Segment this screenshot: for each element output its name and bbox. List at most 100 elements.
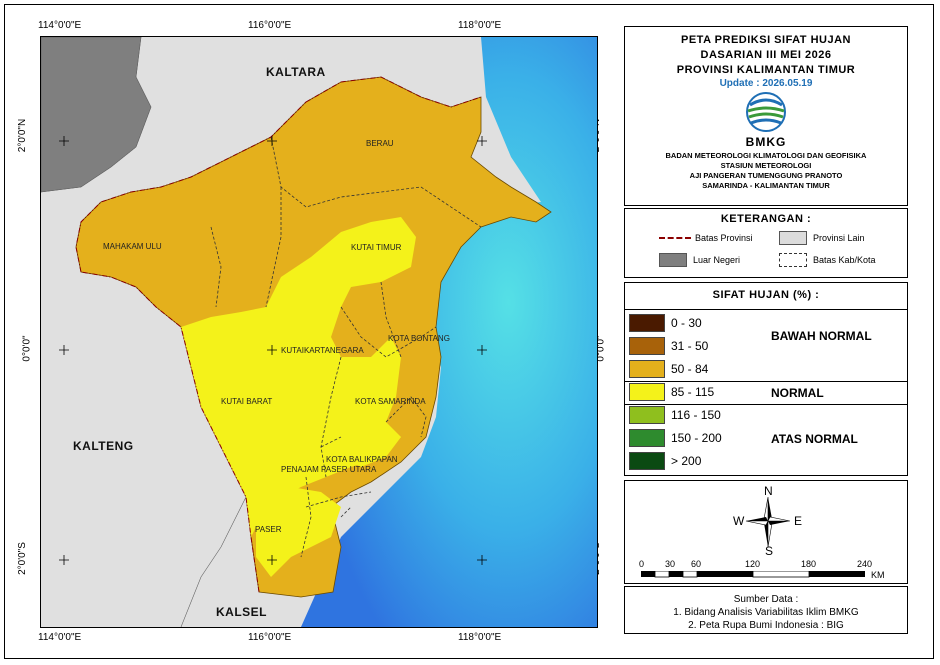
keterangan-title: KETERANGAN : bbox=[720, 213, 812, 225]
class-row-6: > 200 bbox=[629, 451, 701, 471]
scale-tick-240: 240 bbox=[857, 559, 873, 569]
label-kota-bontang: KOTA BONTANG bbox=[388, 334, 450, 343]
category-normal: NORMAL bbox=[771, 386, 824, 400]
class-row-5: 150 - 200 bbox=[629, 428, 722, 448]
label-kutai-timur: KUTAI TIMUR bbox=[351, 243, 402, 252]
category-bawah-normal: BAWAH NORMAL bbox=[771, 329, 872, 343]
label-kutai-kartanegara: KUTAIKARTANEGARA bbox=[281, 346, 364, 355]
institution-line1: BADAN METEOROLOGI KLIMATOLOGI DAN GEOFIS… bbox=[665, 151, 867, 160]
foreign-swatch bbox=[659, 253, 687, 267]
legend-luar-negeri: Luar Negeri bbox=[659, 253, 740, 267]
district-boundaries bbox=[210, 136, 482, 558]
normal-area-south bbox=[256, 487, 341, 577]
label-kaltara: KALTARA bbox=[266, 65, 326, 79]
compass-w: W bbox=[733, 514, 745, 528]
lon-label-top-2: 116°0'0"E bbox=[248, 20, 292, 31]
map-title-line2: DASARIAN III MEI 2026 bbox=[700, 49, 832, 61]
class-swatch-4 bbox=[629, 406, 665, 424]
lon-label-bottom-2: 116°0'0"E bbox=[248, 632, 292, 643]
update-date: Update : 2026.05.19 bbox=[719, 78, 813, 89]
source-title: Sumber Data : bbox=[733, 594, 799, 605]
class-row-0: 0 - 30 bbox=[629, 313, 702, 333]
class-row-3: 85 - 115 bbox=[629, 382, 714, 402]
normal-area-east bbox=[341, 427, 401, 467]
lon-label-bottom-3: 118°0'0"E bbox=[458, 632, 502, 643]
legend-keterangan-panel: KETERANGAN : Batas Provinsi Provinsi Lai… bbox=[624, 208, 908, 278]
label-berau: BERAU bbox=[366, 139, 394, 148]
compass-icon bbox=[745, 496, 791, 548]
scale-tick-0: 0 bbox=[639, 559, 645, 569]
legend-provinsi-lain-label: Provinsi Lain bbox=[813, 233, 865, 243]
class-label-4: 116 - 150 bbox=[671, 408, 721, 422]
source-line2: 2. Peta Rupa Bumi Indonesia : BIG bbox=[688, 620, 844, 631]
scale-bar bbox=[641, 571, 865, 578]
label-kalteng: KALTENG bbox=[73, 439, 134, 453]
lon-label-top-3: 118°0'0"E bbox=[458, 20, 502, 31]
legend-batas-provinsi-label: Batas Provinsi bbox=[695, 233, 753, 243]
label-penajam-paser-utara: PENAJAM PASER UTARA bbox=[281, 465, 377, 474]
scale-tick-60: 60 bbox=[691, 559, 702, 569]
class-label-6: > 200 bbox=[671, 454, 702, 468]
scale-unit: KM bbox=[871, 570, 885, 580]
class-row-2: 50 - 84 bbox=[629, 359, 708, 379]
lon-label-bottom-1: 114°0'0"E bbox=[38, 632, 82, 643]
province-line-symbol bbox=[659, 237, 691, 239]
compass-rose: N S W E bbox=[733, 484, 803, 558]
legend-luar-negeri-label: Luar Negeri bbox=[693, 255, 741, 265]
class-label-0: 0 - 30 bbox=[671, 316, 702, 330]
map-title-line1: PETA PREDIKSI SIFAT HUJAN bbox=[681, 34, 851, 46]
label-kota-samarinda: KOTA SAMARINDA bbox=[355, 397, 426, 406]
class-swatch-1 bbox=[629, 337, 665, 355]
lat-label-left-1: 2°0'0"N bbox=[17, 118, 29, 153]
legend-batas-provinsi: Batas Provinsi bbox=[659, 233, 753, 243]
compass-n: N bbox=[764, 484, 773, 498]
legend-sifat-hujan-panel: SIFAT HUJAN (%) : 0 - 30 31 - 50 50 - 84… bbox=[624, 282, 908, 476]
legend-provinsi-lain: Provinsi Lain bbox=[779, 231, 865, 245]
class-label-3: 85 - 115 bbox=[671, 385, 715, 399]
class-swatch-3 bbox=[629, 383, 665, 401]
source-line1: 1. Bidang Analisis Variabilitas Iklim BM… bbox=[673, 607, 859, 618]
class-swatch-2 bbox=[629, 360, 665, 378]
legend-batas-kab: Batas Kab/Kota bbox=[779, 253, 876, 267]
class-label-5: 150 - 200 bbox=[671, 431, 722, 445]
institution-line4: SAMARINDA - KALIMANTAN TIMUR bbox=[702, 181, 830, 190]
lat-label-left-3: 2°0'0"S bbox=[16, 542, 28, 575]
class-label-2: 50 - 84 bbox=[671, 362, 709, 376]
sea-area bbox=[301, 37, 597, 627]
grid-crosses bbox=[59, 136, 487, 565]
class-label-1: 31 - 50 bbox=[671, 339, 709, 353]
district-line-swatch bbox=[779, 253, 807, 267]
class-swatch-0 bbox=[629, 314, 665, 332]
label-kota-balikpapan: KOTA BALIKPAPAN bbox=[326, 455, 398, 464]
sifat-hujan-title: SIFAT HUJAN (%) : bbox=[712, 289, 820, 301]
label-paser: PASER bbox=[255, 525, 282, 534]
scale-tick-120: 120 bbox=[745, 559, 761, 569]
bmkg-logo bbox=[625, 91, 907, 135]
map-area[interactable]: KALTARA KALTENG KALSEL BERAU MAHAKAM ULU… bbox=[40, 36, 598, 628]
class-row-4: 116 - 150 bbox=[629, 405, 721, 425]
compass-s: S bbox=[765, 544, 774, 558]
institution-line2: STASIUN METEOROLOGI bbox=[720, 161, 812, 170]
other-province-swatch bbox=[779, 231, 807, 245]
class-row-1: 31 - 50 bbox=[629, 336, 708, 356]
class-swatch-5 bbox=[629, 429, 665, 447]
map-frame bbox=[4, 4, 934, 659]
institution-line3: AJI PANGERAN TUMENGGUNG PRANOTO bbox=[689, 171, 843, 180]
class-swatch-6 bbox=[629, 452, 665, 470]
title-panel: PETA PREDIKSI SIFAT HUJAN DASARIAN III M… bbox=[624, 26, 908, 206]
label-kalsel: KALSEL bbox=[216, 605, 267, 619]
compass-e: E bbox=[794, 514, 803, 528]
legend-batas-kab-label: Batas Kab/Kota bbox=[813, 255, 876, 265]
source-panel: Sumber Data : 1. Bidang Analisis Variabi… bbox=[624, 586, 908, 634]
label-kutai-barat: KUTAI BARAT bbox=[221, 397, 273, 406]
map-title-line3: PROVINSI KALIMANTAN TIMUR bbox=[676, 64, 856, 76]
lat-label-left-2: 0°0'0" bbox=[21, 335, 33, 362]
bmkg-logo-text: BMKG bbox=[745, 135, 787, 149]
scale-tick-180: 180 bbox=[801, 559, 817, 569]
label-mahakam-ulu: MAHAKAM ULU bbox=[103, 242, 162, 251]
compass-scale-panel: N S W E 0 30 60 120 180 240 KM bbox=[624, 480, 908, 584]
category-atas-normal: ATAS NORMAL bbox=[771, 432, 858, 446]
lon-label-top-1: 114°0'0"E bbox=[38, 20, 82, 31]
scale-tick-30: 30 bbox=[665, 559, 676, 569]
map-svg bbox=[41, 37, 597, 627]
